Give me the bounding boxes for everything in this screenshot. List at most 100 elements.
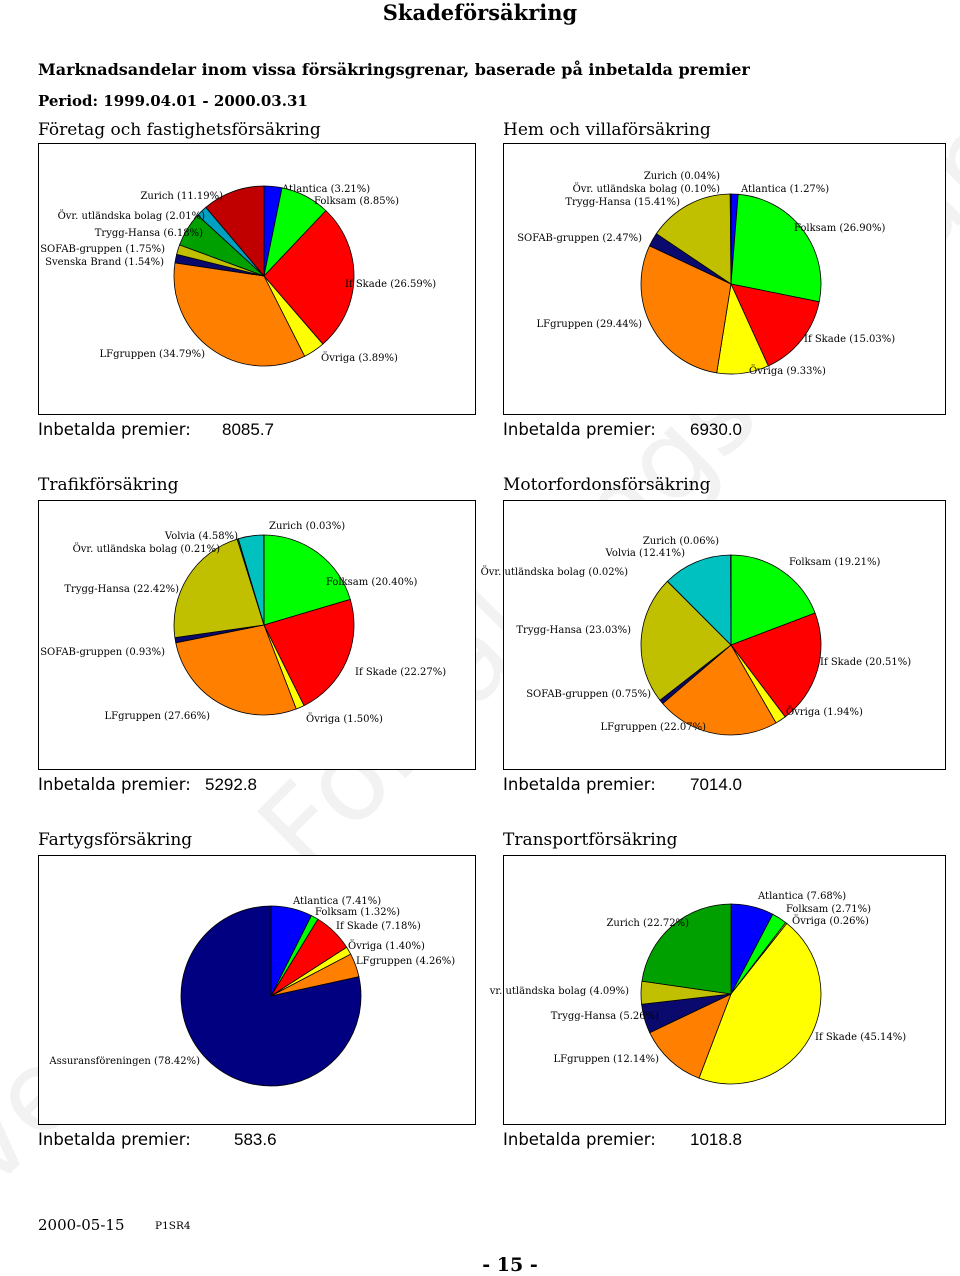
slice-label: Övr. utländska bolag (0.02%) — [481, 566, 629, 578]
premium-label-foretag: Inbetalda premier: — [38, 420, 191, 439]
pie-slice-if-skade — [698, 922, 822, 1085]
pie-slice-assuransföreningen — [180, 905, 362, 1087]
pie-slice-lfgruppen — [173, 262, 306, 367]
premium-value-motor: 7014.0 — [690, 775, 742, 794]
slice-label: Volvia (12.41%) — [605, 548, 686, 559]
premium-value-foretag: 8085.7 — [222, 420, 274, 439]
page-number: - 15 - — [482, 1254, 538, 1276]
slice-label: Trygg-Hansa (5.26%) — [551, 1011, 659, 1022]
slice-label: Svenska Brand (1.54%) — [45, 257, 164, 268]
premium-label-transport: Inbetalda premier: — [503, 1130, 656, 1149]
slice-label: LFgruppen (22.07%) — [601, 722, 707, 733]
slice-label: Atlantica (3.21%) — [281, 184, 370, 195]
slice-label: Folksam (8.85%) — [314, 196, 399, 207]
slice-label: Folksam (1.32%) — [315, 907, 400, 918]
slice-label: Övriga (0.26%) — [792, 915, 869, 927]
section-title-trafik: Trafikförsäkring — [38, 475, 179, 495]
premium-label-trafik: Inbetalda premier: — [38, 775, 191, 794]
slice-label: Assuransföreningen (78.42%) — [48, 1056, 200, 1067]
slice-label: If Skade (20.51%) — [820, 657, 911, 668]
slice-label: Övriga (1.50%) — [306, 713, 383, 725]
slice-label: If Skade (7.18%) — [336, 921, 421, 932]
slice-label: LFgruppen (34.79%) — [100, 349, 206, 360]
slice-label: Övriga (3.89%) — [321, 352, 398, 364]
slice-label: Zurich (0.06%) — [643, 536, 719, 547]
pie-slice-lfgruppen — [175, 624, 297, 716]
pie-slice-zurich — [205, 185, 265, 278]
chart-frame-motor: Folksam (19.21%) If Skade (20.51%) Övriga … — [481, 500, 946, 770]
section-title-foretag: Företag och fastighetsförsäkring — [38, 120, 321, 140]
slice-label: Atlantica (1.27%) — [740, 184, 829, 195]
pie-slice-if-skade — [730, 612, 822, 718]
chart-frame-trafik: Folksam (20.40%) If Skade (22.27%) Övriga … — [38, 500, 476, 770]
pie-slice-zurich — [641, 903, 732, 995]
slice-label: SOFAB-gruppen (0.93%) — [40, 647, 165, 658]
premium-value-trafik: 5292.8 — [205, 775, 257, 794]
chart-frame-foretag: Atlantica (3.21%) Folksam (8.85%) If Skade… — [38, 143, 476, 415]
premium-label-hem: Inbetalda premier: — [503, 420, 656, 439]
slice-label: If Skade (45.14%) — [815, 1032, 906, 1043]
chart-frame-fartyg: Atlantica (7.41%) Folksam (1.32%) If Skade… — [38, 855, 476, 1125]
premium-label-fartyg: Inbetalda premier: — [38, 1130, 191, 1149]
slice-label: SOFAB-gruppen (1.75%) — [40, 244, 165, 255]
slice-label: Trygg-Hansa (23.03%) — [516, 625, 631, 636]
section-title-transport: Transportförsäkring — [503, 830, 678, 850]
slice-label: Övriga (1.40%) — [348, 940, 425, 952]
pie-chart-motor: Folksam (19.21%) If Skade (20.51%) Övriga … — [481, 536, 911, 736]
slice-label: Trygg-Hansa (22.42%) — [64, 584, 179, 595]
pie-slice-if-skade — [730, 283, 820, 367]
premium-value-hem: 6930.0 — [690, 420, 742, 439]
period-label: Period: 1999.04.01 - 2000.03.31 — [38, 92, 308, 110]
pie-slice-trygg-hansa — [173, 538, 265, 639]
pie-slice-lfgruppen — [662, 644, 777, 736]
pie-slice-folksam — [263, 534, 351, 626]
slice-label: Trygg-Hansa (6.18%) — [95, 228, 203, 239]
slice-label: Övr. utländska bolag (0.21%) — [73, 543, 221, 555]
premium-value-fartyg: 583.6 — [234, 1130, 277, 1149]
slice-label: Övr. utländska bolag (0.10%) — [573, 183, 721, 195]
slice-label: LFgruppen (12.14%) — [554, 1054, 660, 1065]
pie-slice-trygg-hansa — [655, 193, 732, 285]
slice-label: Zurich (22.72%) — [606, 918, 689, 929]
pie-slice-folksam — [730, 193, 822, 303]
slice-label: Zurich (0.04%) — [644, 171, 720, 182]
chart-frame-hem: Atlantica (1.27%) Folksam (26.90%) If Skad… — [503, 143, 946, 415]
slice-label: If Skade (26.59%) — [345, 279, 436, 290]
pie-chart-trafik: Folksam (20.40%) If Skade (22.27%) Övriga … — [40, 521, 446, 725]
pie-chart-fartyg: Atlantica (7.41%)Folksam (1.32%) If Skade… — [48, 896, 455, 1087]
slice-label: If Skade (15.03%) — [804, 334, 895, 345]
premium-label-motor: Inbetalda premier: — [503, 775, 656, 794]
pie-slice-volvia — [666, 554, 732, 646]
pie-chart-transport: Atlantica (7.68%) Folksam (2.71%)Övriga (… — [489, 891, 906, 1085]
slice-label: Övriga (1.94%) — [786, 706, 863, 718]
slice-label: Folksam (19.21%) — [789, 557, 880, 568]
slice-label: vr. utländska bolag (4.09%) — [489, 986, 629, 997]
premium-value-transport: 1018.8 — [690, 1130, 742, 1149]
slice-label: LFgruppen (27.66%) — [105, 711, 211, 722]
slice-label: Övr. utländska bolag (2.01%) — [58, 210, 206, 222]
pie-slice-folksam — [730, 554, 816, 646]
page-title: Skadeförsäkring — [382, 0, 578, 25]
footer-date: 2000-05-15 — [38, 1216, 125, 1234]
slice-label: Folksam (2.71%) — [786, 904, 871, 915]
slice-label: Trygg-Hansa (15.41%) — [565, 197, 680, 208]
slice-label: Volvia (4.58%) — [164, 531, 238, 542]
page-subtitle: Marknadsandelar inom vissa försäkringsgr… — [38, 60, 750, 79]
slice-label: Zurich (0.03%) — [269, 521, 345, 532]
slice-label: SOFAB-gruppen (0.75%) — [526, 689, 651, 700]
pie-slice-if-skade — [263, 210, 355, 345]
footer-code: P1SR4 — [155, 1220, 191, 1232]
pie-slice-lfgruppen — [649, 993, 732, 1079]
slice-label: Atlantica (7.68%) — [757, 891, 846, 902]
slice-label: Folksam (20.40%) — [326, 577, 417, 588]
pie-slice-trygg-hansa — [640, 580, 732, 701]
slice-label: SOFAB-gruppen (2.47%) — [517, 233, 642, 244]
pie-chart-hem: Atlantica (1.27%) Folksam (26.90%) If Skad… — [517, 171, 895, 377]
slice-label: LFgruppen (4.26%) — [356, 956, 455, 967]
section-title-fartyg: Fartygsförsäkring — [38, 830, 193, 850]
pie-slice-lfgruppen — [640, 245, 732, 374]
pie-slice-if-skade — [263, 598, 355, 707]
slice-label: Folksam (26.90%) — [794, 223, 885, 234]
pie-chart-foretag: Atlantica (3.21%)Folksam (8.85%) If Skade… — [40, 184, 436, 367]
slice-label: Atlantica (7.41%) — [292, 896, 381, 907]
